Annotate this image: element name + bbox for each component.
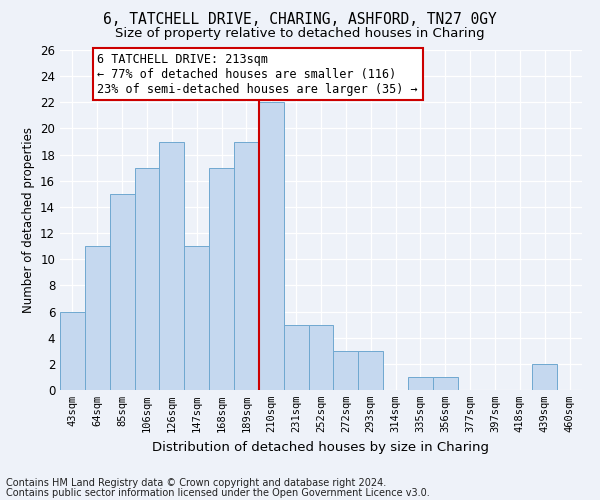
Bar bbox=[284, 324, 308, 390]
Text: Contains public sector information licensed under the Open Government Licence v3: Contains public sector information licen… bbox=[6, 488, 430, 498]
Bar bbox=[110, 194, 134, 390]
Bar bbox=[259, 102, 284, 390]
Bar bbox=[85, 246, 110, 390]
Bar bbox=[160, 142, 184, 390]
Bar bbox=[184, 246, 209, 390]
Bar bbox=[358, 351, 383, 390]
X-axis label: Distribution of detached houses by size in Charing: Distribution of detached houses by size … bbox=[152, 440, 490, 454]
Text: Contains HM Land Registry data © Crown copyright and database right 2024.: Contains HM Land Registry data © Crown c… bbox=[6, 478, 386, 488]
Bar bbox=[209, 168, 234, 390]
Text: 6, TATCHELL DRIVE, CHARING, ASHFORD, TN27 0GY: 6, TATCHELL DRIVE, CHARING, ASHFORD, TN2… bbox=[103, 12, 497, 28]
Bar bbox=[60, 312, 85, 390]
Text: Size of property relative to detached houses in Charing: Size of property relative to detached ho… bbox=[115, 28, 485, 40]
Bar bbox=[408, 377, 433, 390]
Bar bbox=[334, 351, 358, 390]
Bar bbox=[134, 168, 160, 390]
Bar bbox=[308, 324, 334, 390]
Bar bbox=[433, 377, 458, 390]
Bar bbox=[234, 142, 259, 390]
Text: 6 TATCHELL DRIVE: 213sqm
← 77% of detached houses are smaller (116)
23% of semi-: 6 TATCHELL DRIVE: 213sqm ← 77% of detach… bbox=[97, 52, 418, 96]
Y-axis label: Number of detached properties: Number of detached properties bbox=[22, 127, 35, 313]
Bar bbox=[532, 364, 557, 390]
